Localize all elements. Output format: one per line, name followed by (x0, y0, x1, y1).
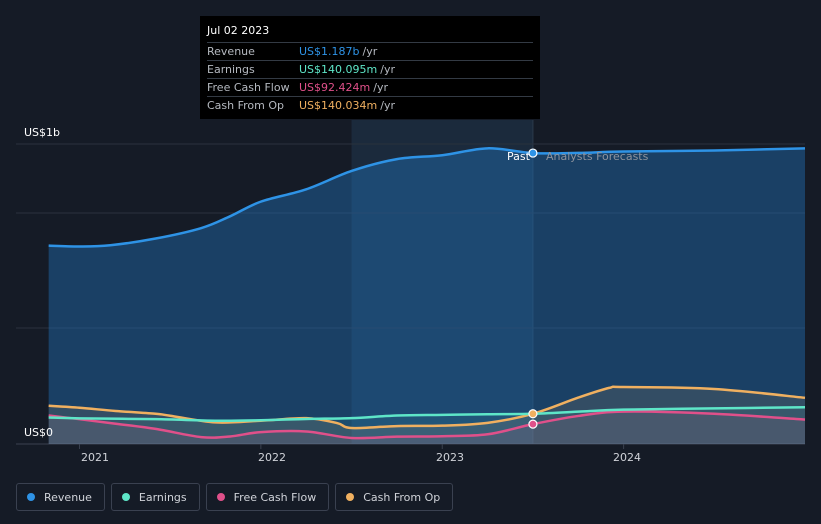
tooltip-row-revenue: Revenue US$1.187b /yr (207, 42, 533, 60)
series-areas (48, 148, 806, 444)
tooltip-unit: /yr (362, 45, 378, 58)
tooltip-value: US$140.034m (299, 99, 378, 112)
cash-from-op-line (48, 385, 806, 430)
legend-label: Free Cash Flow (233, 490, 317, 504)
cash-from-op-marker (528, 409, 538, 419)
tooltip-unit: /yr (380, 99, 395, 112)
tooltip-date: Jul 02 2023 (207, 24, 270, 37)
legend-dot-icon (121, 493, 130, 501)
legend-item-revenue[interactable]: Revenue (16, 483, 105, 511)
revenue-marker (528, 148, 538, 158)
series-lines (48, 147, 806, 440)
earnings-line (48, 406, 806, 422)
tooltip-unit: /yr (373, 81, 388, 94)
tooltip-value: US$92.424m (299, 81, 371, 94)
chart-legend: Revenue Earnings Free Cash Flow Cash Fro… (16, 483, 454, 511)
tooltip-label: Earnings (207, 63, 255, 76)
revenue-line (48, 147, 806, 248)
forecast-region-label: Analysts Forecasts (546, 150, 649, 163)
recent-past-band (351, 120, 533, 444)
legend-label: Earnings (138, 490, 187, 504)
x-tick-label-2024: 2024 (613, 451, 641, 464)
hover-markers (528, 148, 538, 429)
x-tick-label-2021: 2021 (81, 451, 109, 464)
tooltip-value: US$140.095m (299, 63, 378, 76)
x-tick-label-2023: 2023 (436, 451, 464, 464)
legend-label: Cash From Op (363, 490, 441, 504)
tooltip-value: US$1.187b (299, 45, 360, 58)
legend-item-earnings[interactable]: Earnings (110, 483, 200, 511)
y-tick-label-top: US$1b (24, 126, 61, 139)
tooltip-label: Cash From Op (207, 99, 285, 112)
tooltip-label: Free Cash Flow (207, 81, 290, 94)
legend-label: Revenue (44, 490, 92, 504)
legend-dot-icon (216, 493, 225, 501)
tooltip-row-earnings: Earnings US$140.095m /yr (207, 60, 533, 78)
cash-from-op-area (48, 386, 806, 444)
free-cash-flow-line (48, 410, 806, 440)
tooltip-unit: /yr (380, 63, 395, 76)
legend-dot-icon (27, 493, 35, 501)
data-tooltip: Jul 02 2023 Revenue US$1.187b /yr Earnin… (200, 16, 540, 119)
tooltip-row-cash-from-op: Cash From Op US$140.034m /yr (207, 96, 533, 114)
x-tick-label-2022: 2022 (258, 451, 286, 464)
revenue-area (48, 148, 806, 444)
legend-item-cash-from-op[interactable]: Cash From Op (335, 483, 454, 511)
free-cash-flow-marker (528, 419, 538, 429)
legend-item-free-cash-flow[interactable]: Free Cash Flow (205, 483, 330, 511)
legend-dot-icon (346, 493, 355, 501)
tooltip-row-free-cash-flow: Free Cash Flow US$92.424m /yr (207, 78, 533, 96)
tooltip-label: Revenue (207, 45, 255, 58)
y-tick-label-zero: US$0 (24, 426, 54, 439)
grid-lines (16, 120, 805, 449)
past-region-label: Past (507, 150, 530, 163)
